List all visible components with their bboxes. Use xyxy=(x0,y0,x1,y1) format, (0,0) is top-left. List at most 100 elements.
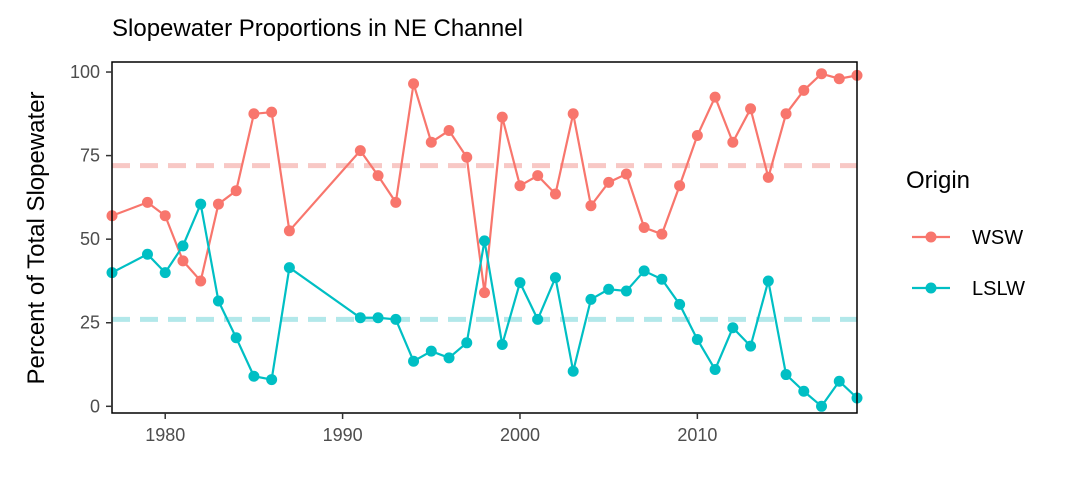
data-point-lslw-1999 xyxy=(496,338,508,350)
data-point-lslw-1981 xyxy=(177,240,189,252)
legend-item-wsw: WSW xyxy=(912,227,1023,249)
data-point-wsw-2011 xyxy=(709,91,721,103)
y-tick-label: 75 xyxy=(80,146,100,166)
data-point-lslw-1997 xyxy=(461,337,473,349)
data-point-lslw-2007 xyxy=(638,265,650,277)
data-point-wsw-1998 xyxy=(479,287,490,299)
data-point-wsw-1984 xyxy=(230,185,242,197)
x-tick-label: 1980 xyxy=(145,425,185,445)
series-wsw xyxy=(106,68,863,299)
data-point-wsw-1985 xyxy=(248,108,260,120)
x-tick-label: 1990 xyxy=(323,425,363,445)
series-lslw xyxy=(106,198,863,412)
data-point-lslw-2011 xyxy=(709,364,721,376)
data-point-lslw-2005 xyxy=(603,283,615,295)
data-point-wsw-2003 xyxy=(567,108,579,120)
data-point-lslw-1980 xyxy=(159,267,171,279)
legend-label: LSLW xyxy=(972,278,1025,300)
chart-title: Slopewater Proportions in NE Channel xyxy=(112,15,523,42)
data-point-wsw-2008 xyxy=(656,228,668,240)
data-point-wsw-1986 xyxy=(266,106,278,118)
y-tick-label: 50 xyxy=(80,229,100,249)
data-point-wsw-1995 xyxy=(425,136,437,148)
mean-lines xyxy=(112,163,857,322)
data-point-lslw-1982 xyxy=(195,198,207,210)
legend-title: Origin xyxy=(906,167,970,194)
data-point-lslw-1998 xyxy=(479,235,490,247)
data-point-wsw-1982 xyxy=(195,275,207,287)
data-point-wsw-1987 xyxy=(283,225,295,237)
data-point-wsw-1980 xyxy=(159,210,171,222)
data-point-lslw-2010 xyxy=(691,333,703,345)
data-point-wsw-2009 xyxy=(674,180,686,192)
data-point-lslw-1993 xyxy=(390,313,402,325)
data-point-wsw-1983 xyxy=(212,198,224,210)
data-point-wsw-2010 xyxy=(691,130,703,142)
data-point-wsw-2001 xyxy=(532,170,544,182)
data-point-wsw-2013 xyxy=(745,103,757,115)
data-point-lslw-2004 xyxy=(585,293,597,305)
data-point-lslw-1983 xyxy=(212,295,224,307)
x-axis: 1980 1990 2000 2010 xyxy=(145,413,717,445)
series-line-wsw xyxy=(111,72,858,293)
data-point-lslw-2017 xyxy=(816,400,828,412)
data-point-lslw-2002 xyxy=(549,272,561,284)
x-tick-label: 2000 xyxy=(500,425,540,445)
data-point-wsw-1979 xyxy=(141,196,153,208)
legend: Origin WSW LSLW xyxy=(906,167,1025,300)
data-point-wsw-1997 xyxy=(461,151,473,163)
y-tick-label: 25 xyxy=(80,313,100,333)
data-point-lslw-2018 xyxy=(833,375,845,387)
data-point-lslw-1987 xyxy=(283,262,295,274)
data-point-lslw-2009 xyxy=(674,298,686,310)
data-point-lslw-1996 xyxy=(443,352,455,364)
data-point-lslw-2013 xyxy=(745,340,757,352)
y-tick-label: 0 xyxy=(90,396,100,416)
series-layer xyxy=(106,68,863,412)
y-axis: 0 25 50 75 100 xyxy=(70,62,112,416)
data-point-wsw-2004 xyxy=(585,200,597,212)
data-point-wsw-1981 xyxy=(177,255,189,267)
data-point-wsw-2002 xyxy=(549,188,561,200)
data-point-lslw-1992 xyxy=(372,312,384,324)
y-tick-label: 100 xyxy=(70,62,100,82)
data-point-lslw-2012 xyxy=(727,322,739,334)
y-axis-title: Percent of Total Slopewater xyxy=(23,91,50,384)
data-point-lslw-2015 xyxy=(780,369,792,381)
data-point-lslw-1985 xyxy=(248,370,260,382)
data-point-lslw-1991 xyxy=(354,312,366,324)
data-point-wsw-1996 xyxy=(443,125,455,137)
data-point-wsw-2017 xyxy=(816,68,828,80)
data-point-lslw-2016 xyxy=(798,385,810,397)
data-point-wsw-2000 xyxy=(514,180,526,192)
data-point-wsw-2006 xyxy=(620,168,632,180)
data-point-wsw-2018 xyxy=(833,73,845,85)
legend-item-lslw: LSLW xyxy=(912,278,1025,300)
legend-label: WSW xyxy=(972,227,1023,249)
data-point-wsw-1992 xyxy=(372,170,384,182)
data-point-wsw-2015 xyxy=(780,108,792,120)
data-point-lslw-1979 xyxy=(141,248,153,260)
data-point-lslw-2001 xyxy=(532,313,544,325)
data-point-wsw-1994 xyxy=(408,78,420,90)
series-line-lslw xyxy=(111,200,858,408)
data-point-wsw-1993 xyxy=(390,196,402,208)
data-point-wsw-1999 xyxy=(496,111,508,123)
data-point-wsw-1991 xyxy=(354,145,366,157)
plot-frame xyxy=(111,61,858,414)
data-point-lslw-2006 xyxy=(620,285,632,297)
data-point-wsw-2007 xyxy=(638,221,650,233)
x-tick-label: 2010 xyxy=(677,425,717,445)
data-point-wsw-2012 xyxy=(727,136,739,148)
data-point-lslw-1994 xyxy=(408,355,420,367)
data-point-lslw-1986 xyxy=(266,374,278,386)
legend-key-point xyxy=(925,282,937,294)
data-point-lslw-2014 xyxy=(762,275,774,287)
data-point-lslw-2000 xyxy=(514,277,526,289)
data-point-lslw-2008 xyxy=(656,273,668,285)
legend-key-point xyxy=(925,231,937,243)
data-point-wsw-2005 xyxy=(603,176,615,188)
data-point-lslw-1984 xyxy=(230,332,242,344)
data-point-wsw-2016 xyxy=(798,84,810,96)
